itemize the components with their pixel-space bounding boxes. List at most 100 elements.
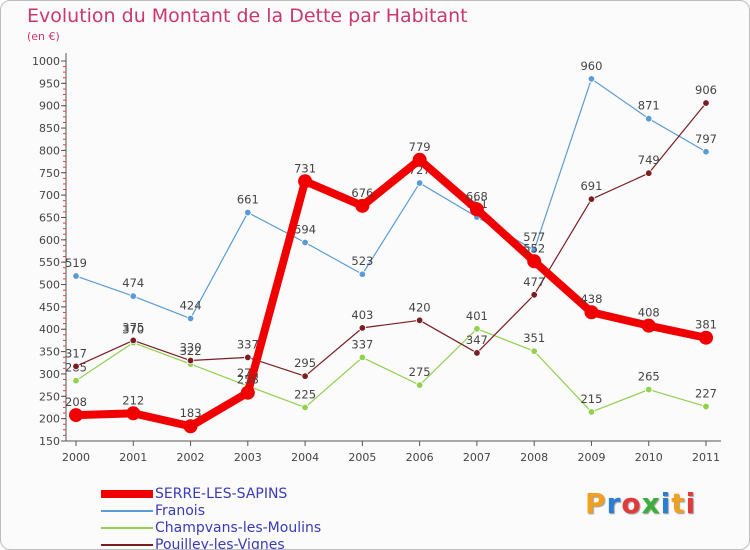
x-tick-label: 2006 bbox=[406, 451, 434, 464]
data-point bbox=[702, 99, 710, 107]
data-point bbox=[587, 75, 596, 83]
data-label: 225 bbox=[294, 387, 316, 401]
data-point bbox=[645, 169, 653, 177]
y-tick-label: 900 bbox=[39, 100, 60, 113]
y-tick-label: 150 bbox=[39, 435, 60, 448]
y-tick-label: 550 bbox=[39, 256, 60, 269]
logo-letter: t bbox=[671, 487, 686, 520]
data-label: 381 bbox=[695, 318, 717, 332]
x-tick-label: 2011 bbox=[692, 451, 720, 464]
data-label: 265 bbox=[638, 370, 660, 384]
data-label: 275 bbox=[409, 365, 431, 379]
data-label: 871 bbox=[638, 99, 660, 113]
data-point bbox=[412, 152, 427, 167]
x-tick-label: 2004 bbox=[291, 451, 319, 464]
data-label: 577 bbox=[523, 230, 545, 244]
data-label: 474 bbox=[122, 276, 144, 290]
data-label: 330 bbox=[180, 341, 202, 355]
data-label: 347 bbox=[466, 333, 488, 347]
data-point bbox=[72, 272, 80, 280]
data-label: 408 bbox=[638, 306, 660, 320]
data-point bbox=[301, 372, 309, 380]
y-tick-label: 350 bbox=[39, 346, 60, 359]
chart-unit: (en €) bbox=[27, 30, 60, 43]
data-label: 668 bbox=[466, 189, 488, 203]
data-point bbox=[186, 356, 195, 365]
data-label: 424 bbox=[180, 299, 202, 313]
data-point bbox=[584, 305, 599, 320]
data-point bbox=[244, 208, 252, 217]
data-point bbox=[358, 324, 367, 332]
legend-item: Pouilley-les-Vignes bbox=[101, 536, 321, 549]
data-point bbox=[473, 349, 481, 357]
data-point bbox=[473, 325, 481, 333]
series-line bbox=[75, 102, 707, 377]
data-point bbox=[415, 316, 424, 324]
legend-swatch bbox=[101, 526, 153, 529]
data-point bbox=[244, 353, 252, 362]
data-point bbox=[645, 385, 653, 394]
data-label: 906 bbox=[695, 83, 717, 97]
x-tick-label: 2000 bbox=[62, 451, 90, 464]
data-point bbox=[702, 402, 710, 411]
data-label: 370 bbox=[122, 323, 144, 337]
data-point bbox=[587, 408, 596, 416]
data-point bbox=[301, 403, 309, 412]
data-label: 295 bbox=[294, 356, 316, 370]
x-tick-label: 2009 bbox=[577, 451, 605, 464]
data-point bbox=[587, 195, 596, 203]
legend: SERRE-LES-SAPINS Franois Champvans-les-Mou… bbox=[101, 485, 322, 549]
data-label: 322 bbox=[180, 344, 202, 358]
data-point bbox=[69, 408, 83, 423]
data-point bbox=[530, 291, 538, 299]
data-label: 337 bbox=[351, 337, 373, 351]
data-label: 401 bbox=[466, 309, 488, 323]
data-label: 258 bbox=[237, 373, 259, 387]
data-point bbox=[469, 202, 484, 217]
data-label: 438 bbox=[580, 292, 602, 306]
data-point bbox=[129, 292, 137, 300]
legend-label: Champvans-les-Moulins bbox=[155, 519, 322, 536]
data-point bbox=[699, 330, 713, 345]
data-label: 552 bbox=[523, 241, 545, 255]
y-tick-label: 750 bbox=[39, 167, 60, 180]
data-label: 477 bbox=[523, 275, 545, 289]
y-tick-label: 200 bbox=[39, 413, 60, 426]
chart-title: Evolution du Montant de la Dette par Hab… bbox=[27, 5, 468, 27]
data-label: 420 bbox=[409, 300, 431, 314]
data-point bbox=[72, 362, 80, 371]
data-point bbox=[530, 246, 538, 254]
x-tick-label: 2003 bbox=[234, 451, 262, 464]
y-tick-label: 250 bbox=[39, 390, 60, 403]
data-point bbox=[415, 381, 424, 389]
x-tick-label: 2001 bbox=[119, 451, 147, 464]
legend-item: Franois bbox=[101, 502, 321, 519]
x-tick-label: 2005 bbox=[348, 451, 376, 464]
logo-letter: r bbox=[606, 487, 622, 520]
x-tick-label: 2010 bbox=[635, 451, 663, 464]
logo-letter: i bbox=[685, 487, 697, 520]
data-label: 208 bbox=[65, 395, 87, 409]
y-tick-label: 800 bbox=[39, 144, 60, 157]
y-tick-label: 950 bbox=[39, 77, 60, 90]
logo-letter: i bbox=[660, 487, 672, 520]
data-label: 691 bbox=[580, 179, 602, 193]
data-point bbox=[415, 179, 424, 187]
y-tick-label: 300 bbox=[39, 368, 60, 381]
data-label: 212 bbox=[122, 393, 144, 407]
y-tick-label: 1000 bbox=[32, 55, 60, 68]
data-label: 337 bbox=[237, 337, 259, 351]
data-point bbox=[358, 353, 367, 362]
data-point bbox=[186, 314, 195, 323]
data-point bbox=[126, 406, 141, 421]
data-label: 779 bbox=[409, 140, 431, 154]
data-label: 523 bbox=[351, 254, 373, 268]
data-point bbox=[355, 198, 370, 213]
data-label: 215 bbox=[580, 392, 602, 406]
x-tick-label: 2002 bbox=[177, 451, 205, 464]
y-tick-label: 850 bbox=[39, 122, 60, 135]
data-label: 797 bbox=[695, 132, 717, 146]
data-label: 661 bbox=[237, 193, 259, 207]
